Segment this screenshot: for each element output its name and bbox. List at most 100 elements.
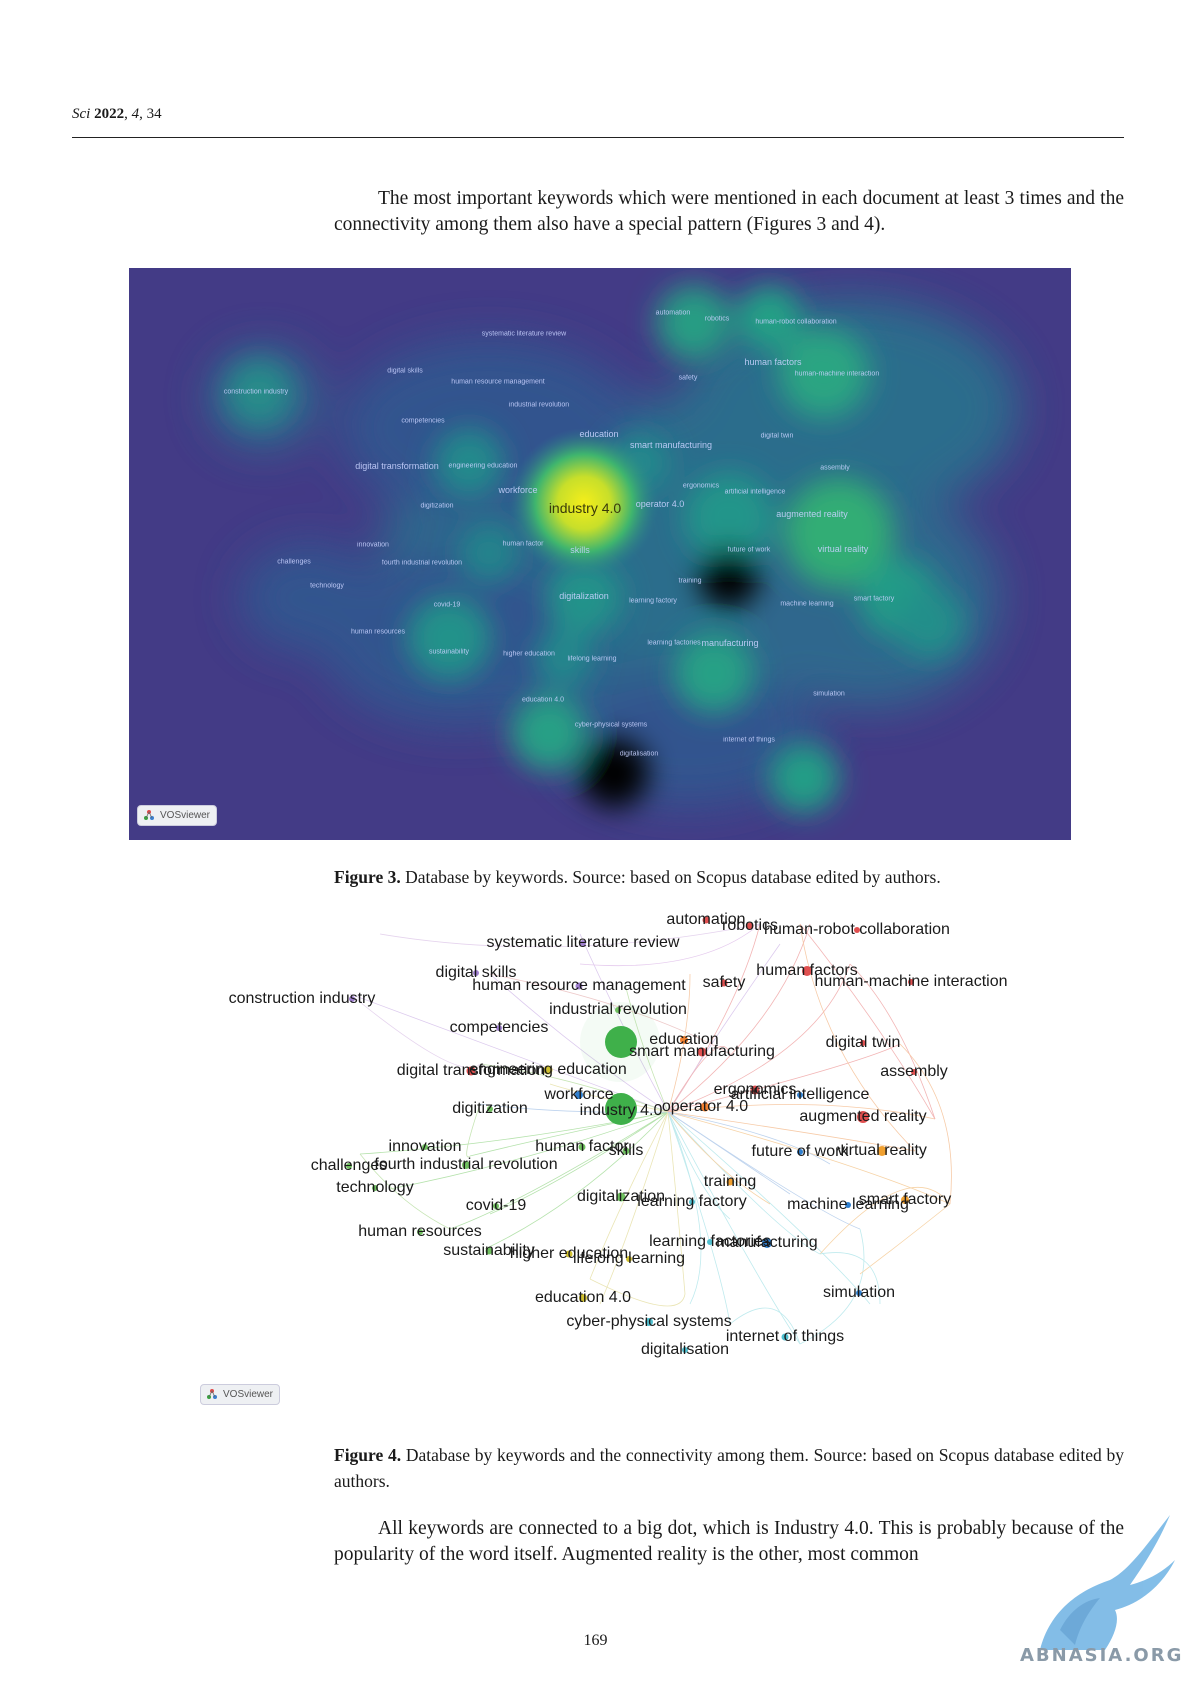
body-paragraph-1: The most important keywords which were m… [334,186,1124,237]
node-digital-twin: digital twin [825,1034,901,1051]
node-engineering-education: engineering education [469,1061,627,1078]
node-simulation: simulation [822,1284,896,1301]
page-number: 169 [583,1632,608,1649]
kw-lifelong-learning: lifelong learning [567,655,617,663]
node-skills: skills [608,1142,644,1159]
figure-3-label: Figure 3. [334,867,401,887]
node-training: training [703,1173,757,1190]
node-cyber-physical-systems: cyber-physical systems [566,1313,732,1330]
node-assembly: assembly [880,1063,948,1080]
node-virtual-reality: virtual reality [837,1142,927,1159]
kw-human-machine-interaction: human-machine interaction [794,370,880,378]
kw-digital-twin: digital twin [760,432,794,440]
kw-digital-skills: digital skills [387,367,423,375]
kw-smart-factory: smart factory [853,595,895,603]
kw-assembly: assembly [820,464,850,472]
node-education-4-0: education 4.0 [534,1289,632,1306]
node-robotics: robotics [721,917,779,934]
kw-education: education [579,429,619,439]
network-node-dots [346,916,917,1353]
vosviewer-logo-icon [144,810,154,820]
figure-4-caption: Figure 4. Database by keywords and the c… [334,1442,1124,1494]
vosviewer-badge-fig3: VOSviewer [137,805,218,826]
kw-virtual-reality: virtual reality [817,544,869,554]
kw-ergonomics: ergonomics [682,482,720,490]
node-human-resource-management: human resource management [472,977,686,994]
node-digital-transformation: digital transformation [396,1062,546,1079]
running-header: Sci 2022, 4, 34 [72,106,162,122]
kw-learning-factories: learning factories [647,639,701,647]
node-human-machine-interaction: human-machine interaction [814,973,1008,990]
kw-human-resource-management: human resource management [451,378,545,386]
node-augmented-reality: augmented reality [799,1108,927,1125]
kw-systematic-literature-review: systematic literature review [481,330,567,338]
node-internet-of-things: internet of things [725,1328,845,1345]
vosviewer-label: VOSviewer [223,1389,274,1400]
node-operator-4-0: operator 4.0 [661,1098,749,1115]
griffin-watermark-icon [1040,1515,1175,1650]
figure-3-caption: Figure 3. Database by keywords. Source: … [334,864,1124,890]
kw-future-of-work: future of work [727,546,771,554]
journal-volume: 4 [131,106,140,122]
figure-4-network-labels: automation robotics human-robot collabor… [229,904,1010,1384]
kw-robotics: robotics [704,315,730,323]
kw-education-4-0: education 4.0 [521,696,565,704]
kw-construction-industry: construction industry [223,388,289,396]
vosviewer-badge-fig4: VOSviewer [200,1384,281,1405]
node-ergonomics: ergonomics [713,1081,797,1098]
node-digital-skills: digital skills [435,964,517,981]
header-rule [72,137,1124,138]
node-learning-factory: learning factory [637,1193,747,1210]
kw-challenges: challenges [277,558,311,566]
kw-learning-factory: learning factory [629,597,677,605]
node-industry-4-0: industry 4.0 [579,1102,663,1119]
figure-4-network-map [260,850,1010,1384]
kw-digital-transformation: digital transformation [355,461,439,471]
journal-year: 2022 [94,106,125,122]
kw-human-resources: human resources [350,628,406,636]
node-competencies: competencies [449,1019,549,1036]
network-map-svg [349,850,952,1345]
kw-digitalization: digitalization [559,591,609,601]
kw-covid-19: covid-19 [433,601,461,609]
node-fourth-industrial-revolution: fourth industrial revolution [374,1156,558,1173]
density-map-svg [129,268,1071,840]
node-safety: safety [702,974,746,991]
figure-4-caption-text: Database by keywords and the connectivit… [334,1445,1124,1491]
kw-operator-4-0: operator 4.0 [635,499,685,509]
kw-augmented-reality: augmented reality [776,509,848,519]
watermark-text: ABNASIA.ORG [1020,1645,1184,1666]
node-machine-learning: machine learning [787,1196,909,1213]
journal-name: Sci [72,106,91,122]
node-covid-19: covid-19 [465,1197,527,1214]
node-manufacturing: manufacturing [716,1234,818,1251]
paragraph-2-text: All keywords are connected to a big dot,… [334,1518,1124,1565]
article-number: 34 [146,106,162,122]
kw-human-factor: human factor [502,540,544,548]
node-technology: technology [336,1179,414,1196]
node-sustainability: sustainability [443,1242,535,1259]
node-human-factor: human factor [535,1138,629,1155]
kw-engineering-education: engineering education [448,462,518,470]
kw-higher-education: higher education [503,650,555,658]
node-future-of-work: future of work [751,1143,849,1160]
node-education: education [649,1031,719,1048]
node-systematic-literature-review: systematic literature review [486,934,680,951]
node-learning-factories: learning factories [649,1233,771,1250]
kw-internet-of-things: internet of things [723,736,775,744]
kw-simulation: simulation [813,690,845,698]
vosviewer-logo-icon [207,1389,217,1399]
paragraph-1-text: The most important keywords which were m… [334,188,1124,235]
node-digitalization: digitalization [576,1188,666,1205]
kw-artificial-intelligence: artificial intelligence [724,488,786,496]
node-construction-industry: construction industry [228,990,376,1007]
kw-machine-learning: machine learning [780,600,834,608]
node-smart-factory: smart factory [858,1191,952,1208]
kw-industrial-revolution: industrial revolution [508,401,570,409]
node-lifelong-learning: lifelong learning [572,1250,686,1267]
body-paragraph-2: All keywords are connected to a big dot,… [334,1516,1124,1567]
kw-competencies: competencies [401,417,445,425]
node-innovation: innovation [388,1138,462,1155]
node-workforce: workforce [544,1086,614,1103]
figure-3-caption-text: Database by keywords. Source: based on S… [405,867,941,887]
